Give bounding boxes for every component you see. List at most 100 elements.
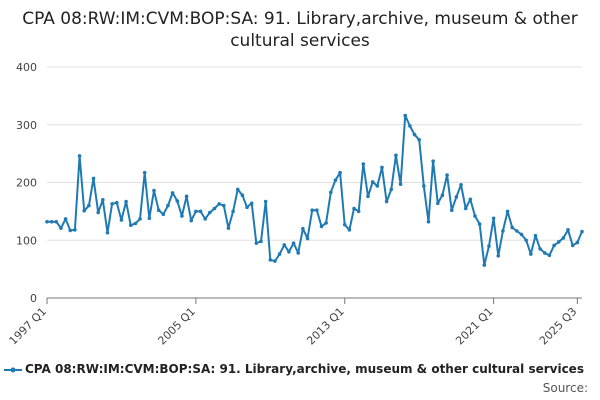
data-point[interactable] <box>259 239 263 244</box>
data-point[interactable] <box>68 228 73 233</box>
data-point[interactable] <box>152 188 156 193</box>
data-point[interactable] <box>398 182 403 187</box>
data-point[interactable] <box>394 153 398 158</box>
data-point[interactable] <box>161 212 166 217</box>
data-point[interactable] <box>491 216 496 221</box>
data-point[interactable] <box>82 208 87 213</box>
data-point[interactable] <box>538 247 542 251</box>
data-point[interactable] <box>496 254 501 258</box>
data-point[interactable] <box>249 201 254 206</box>
data-point[interactable] <box>417 137 421 142</box>
data-point[interactable] <box>575 240 580 245</box>
data-point[interactable] <box>435 201 440 206</box>
data-point[interactable] <box>422 184 426 188</box>
data-point[interactable] <box>77 154 82 158</box>
data-point[interactable] <box>552 243 556 248</box>
data-point[interactable] <box>505 209 510 214</box>
data-point[interactable] <box>198 209 203 214</box>
data-point[interactable] <box>114 200 119 205</box>
data-point[interactable] <box>463 206 468 211</box>
data-point[interactable] <box>487 244 491 248</box>
data-point[interactable] <box>96 210 100 215</box>
data-point[interactable] <box>226 226 231 230</box>
data-point[interactable] <box>361 162 366 166</box>
data-point[interactable] <box>366 194 370 199</box>
data-point[interactable] <box>263 199 268 204</box>
data-point[interactable] <box>524 238 528 243</box>
data-point[interactable] <box>217 202 221 206</box>
data-point[interactable] <box>389 187 394 192</box>
data-point[interactable] <box>175 199 180 203</box>
data-point[interactable] <box>240 193 245 198</box>
data-point[interactable] <box>119 218 124 222</box>
data-point[interactable] <box>347 228 352 232</box>
data-point[interactable] <box>268 258 273 262</box>
data-point[interactable] <box>342 222 347 227</box>
data-point[interactable] <box>277 252 282 256</box>
data-point[interactable] <box>166 203 170 208</box>
data-point[interactable] <box>138 217 142 221</box>
data-point[interactable] <box>566 228 570 232</box>
data-point[interactable] <box>449 208 454 213</box>
data-point[interactable] <box>580 229 584 234</box>
data-point[interactable] <box>356 209 361 214</box>
data-point[interactable] <box>380 165 384 170</box>
data-point[interactable] <box>54 219 59 224</box>
data-point[interactable] <box>189 218 194 223</box>
data-point[interactable] <box>147 216 152 221</box>
data-point[interactable] <box>221 203 226 208</box>
data-point[interactable] <box>426 219 431 224</box>
data-point[interactable] <box>105 230 110 235</box>
data-point[interactable] <box>245 205 249 210</box>
legend[interactable]: CPA 08:RW:IM:CVM:BOP:SA: 91. Library,arc… <box>4 362 584 376</box>
data-point[interactable] <box>101 198 105 202</box>
data-point[interactable] <box>570 243 575 248</box>
data-point[interactable] <box>482 263 487 267</box>
data-point[interactable] <box>310 208 314 213</box>
data-point[interactable] <box>542 251 547 255</box>
data-point[interactable] <box>296 251 301 255</box>
data-point[interactable] <box>208 210 212 215</box>
data-point[interactable] <box>235 187 240 192</box>
data-point[interactable] <box>328 190 333 195</box>
data-point[interactable] <box>529 252 533 256</box>
data-point[interactable] <box>473 214 477 218</box>
data-point[interactable] <box>287 250 291 254</box>
data-point[interactable] <box>212 206 217 211</box>
data-point[interactable] <box>468 197 473 202</box>
data-point[interactable] <box>375 184 380 188</box>
data-point[interactable] <box>291 241 296 245</box>
data-point[interactable] <box>445 173 449 177</box>
data-point[interactable] <box>142 170 147 175</box>
data-point[interactable] <box>305 236 310 241</box>
data-point[interactable] <box>431 159 435 163</box>
data-point[interactable] <box>180 214 184 218</box>
data-point[interactable] <box>156 208 161 213</box>
data-point[interactable] <box>301 226 305 231</box>
data-point[interactable] <box>556 240 561 244</box>
data-point[interactable] <box>282 243 287 247</box>
data-point[interactable] <box>315 208 319 213</box>
data-point[interactable] <box>370 180 375 184</box>
data-point[interactable] <box>63 217 68 221</box>
data-point[interactable] <box>73 228 77 232</box>
data-point[interactable] <box>547 253 552 258</box>
data-point[interactable] <box>454 195 459 199</box>
data-point[interactable] <box>87 203 91 208</box>
data-point[interactable] <box>459 183 463 187</box>
data-point[interactable] <box>477 222 482 226</box>
data-point[interactable] <box>324 221 328 225</box>
data-point[interactable] <box>133 221 138 226</box>
data-point[interactable] <box>45 219 49 224</box>
data-point[interactable] <box>515 229 519 233</box>
data-point[interactable] <box>110 202 114 206</box>
data-point[interactable] <box>124 199 128 204</box>
data-point[interactable] <box>510 225 515 230</box>
data-point[interactable] <box>49 219 54 224</box>
data-point[interactable] <box>273 259 277 263</box>
data-point[interactable] <box>408 124 412 128</box>
data-point[interactable] <box>501 229 505 233</box>
data-point[interactable] <box>184 194 189 199</box>
data-point[interactable] <box>352 206 356 211</box>
data-point[interactable] <box>170 191 175 195</box>
